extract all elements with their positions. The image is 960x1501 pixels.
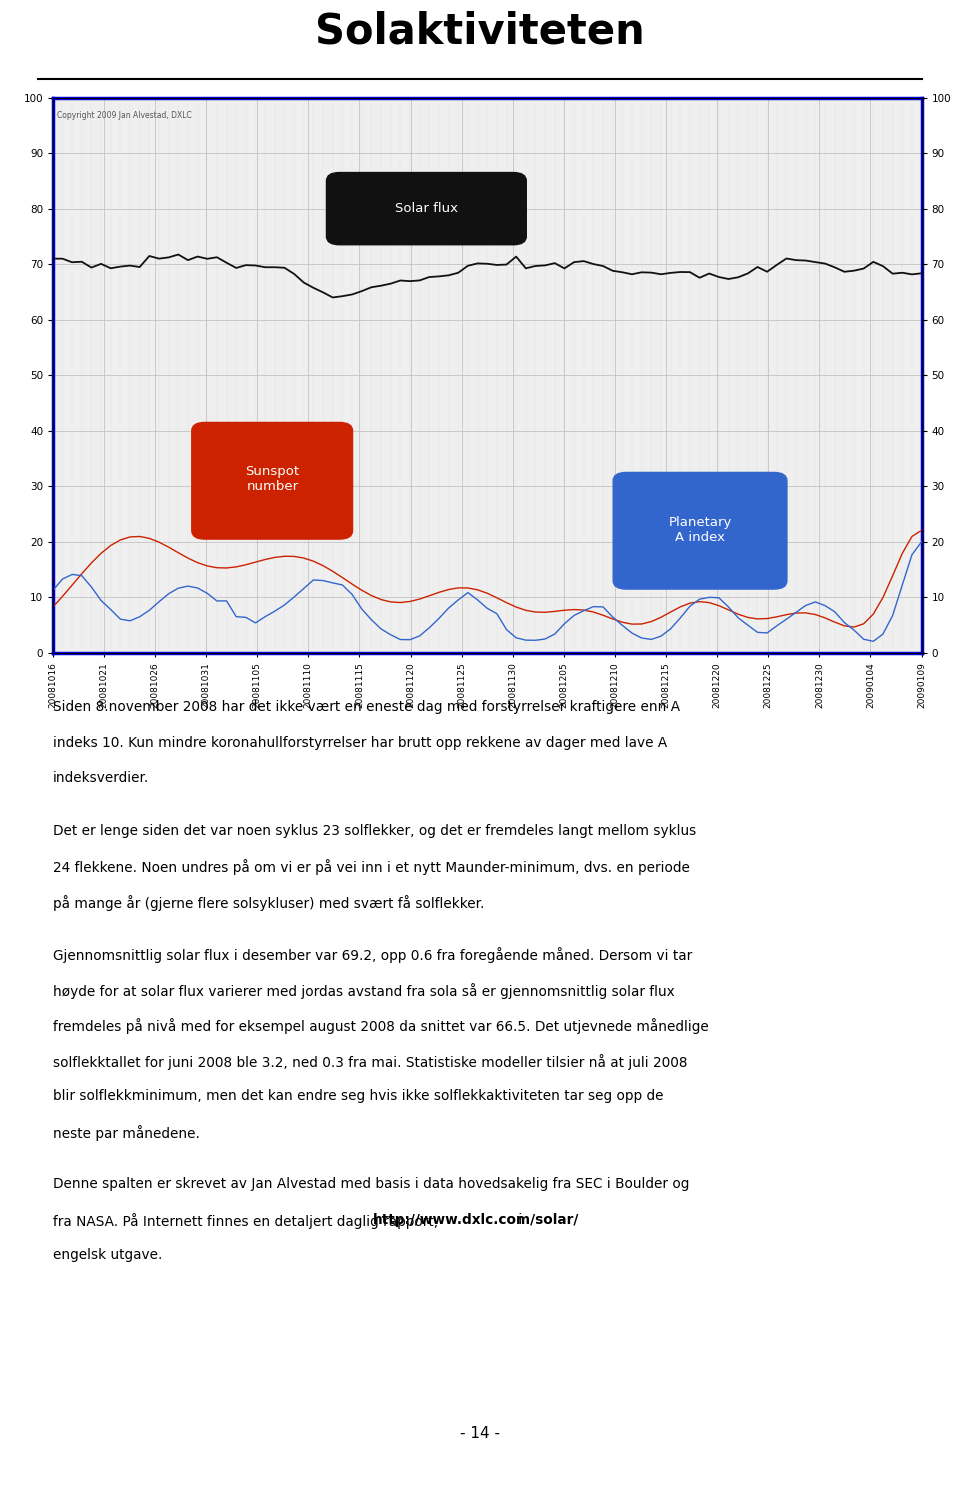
Text: engelsk utgave.: engelsk utgave.	[53, 1249, 162, 1262]
Text: Solar flux: Solar flux	[395, 203, 458, 215]
Text: Denne spalten er skrevet av Jan Alvestad med basis i data hovedsakelig fra SEC i: Denne spalten er skrevet av Jan Alvestad…	[53, 1177, 689, 1192]
Text: Copyright 2009 Jan Alvestad, DXLC: Copyright 2009 Jan Alvestad, DXLC	[58, 111, 192, 120]
Text: høyde for at solar flux varierer med jordas avstand fra sola så er gjennomsnittl: høyde for at solar flux varierer med jor…	[53, 983, 675, 998]
Text: Gjennomsnittlig solar flux i desember var 69.2, opp 0.6 fra foregående måned. De: Gjennomsnittlig solar flux i desember va…	[53, 947, 692, 964]
Text: Siden 8.november 2008 har det ikke vært en eneste dag med forstyrrelser kraftige: Siden 8.november 2008 har det ikke vært …	[53, 699, 680, 714]
Text: solflekktallet for juni 2008 ble 3.2, ned 0.3 fra mai. Statistiske modeller tils: solflekktallet for juni 2008 ble 3.2, ne…	[53, 1054, 687, 1070]
Text: neste par månedene.: neste par månedene.	[53, 1124, 200, 1141]
Text: fremdeles på nivå med for eksempel august 2008 da snittet var 66.5. Det utjevned: fremdeles på nivå med for eksempel augus…	[53, 1018, 708, 1034]
Text: indeks 10. Kun mindre koronahullforstyrrelser har brutt opp rekkene av dager med: indeks 10. Kun mindre koronahullforstyrr…	[53, 735, 667, 749]
Text: http://www.dxlc.com/solar/: http://www.dxlc.com/solar/	[373, 1213, 580, 1226]
Text: Det er lenge siden det var noen syklus 23 solflekker, og det er fremdeles langt : Det er lenge siden det var noen syklus 2…	[53, 824, 696, 838]
Text: Planetary
A index: Planetary A index	[668, 516, 732, 543]
Text: indeksverdier.: indeksverdier.	[53, 772, 149, 785]
Text: fra NASA. På Internett finnes en detaljert daglig rapport,: fra NASA. På Internett finnes en detalje…	[53, 1213, 443, 1229]
Text: - 14 -: - 14 -	[460, 1426, 500, 1441]
Text: blir solflekkminimum, men det kan endre seg hvis ikke solflekkaktiviteten tar se: blir solflekkminimum, men det kan endre …	[53, 1090, 663, 1103]
FancyBboxPatch shape	[613, 473, 787, 588]
Text: Sunspot
number: Sunspot number	[246, 465, 300, 494]
Text: 24 flekkene. Noen undres på om vi er på vei inn i et nytt Maunder-minimum, dvs. : 24 flekkene. Noen undres på om vi er på …	[53, 859, 689, 875]
FancyBboxPatch shape	[192, 422, 352, 539]
Text: Solaktiviteten: Solaktiviteten	[315, 11, 645, 53]
FancyBboxPatch shape	[326, 173, 526, 245]
Text: på mange år (gjerne flere solsykluser) med svært få solflekker.: på mange år (gjerne flere solsykluser) m…	[53, 895, 484, 911]
Text: i: i	[515, 1213, 522, 1226]
